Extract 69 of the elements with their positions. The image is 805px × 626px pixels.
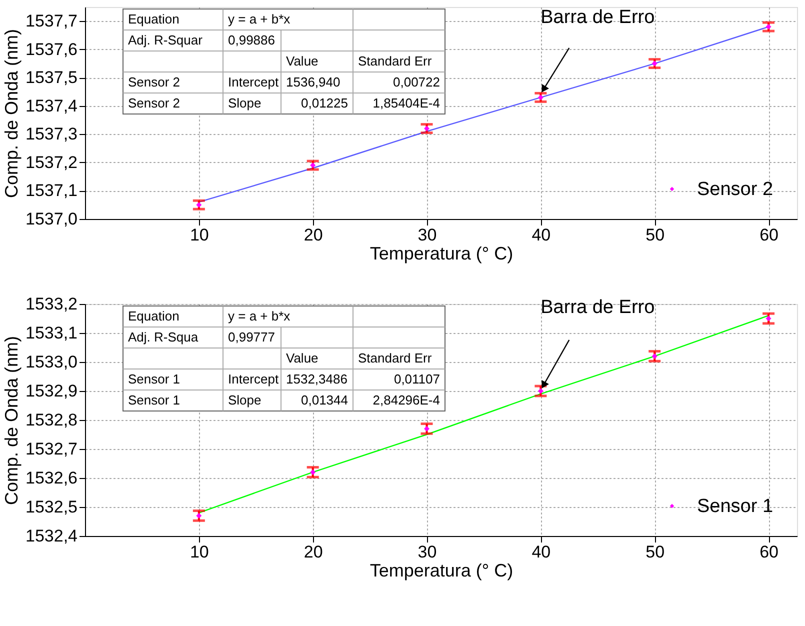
annotation: Intercept	[228, 74, 279, 90]
y-tick-label: 1532,5	[26, 498, 78, 516]
y-tick-label: 1532,6	[26, 468, 78, 488]
y-tick-label: 1537,5	[26, 68, 78, 88]
point	[310, 469, 316, 475]
x-tick-label: 10	[190, 542, 209, 562]
y-tick-label: 1533,2	[26, 294, 78, 314]
y-tick-label: 1537,6	[26, 40, 78, 59]
annotation: 0,01107	[394, 372, 440, 386]
y-tick-label: 1533,1	[26, 324, 78, 342]
annotation: Adj. R-Squa	[128, 330, 199, 344]
annotation: 0,99777	[228, 330, 275, 344]
y-tick-label: 1537,1	[26, 181, 78, 200]
x-tick-label: 30	[418, 226, 437, 244]
y-tick-label: 1532,8	[26, 410, 78, 430]
y-tick-label: 1533,0	[26, 352, 78, 372]
x-tick-label: 50	[646, 542, 665, 562]
y-axis-title: Comp. de Onda (nm)	[2, 336, 22, 506]
y-axis-title: Comp. de Onda (nm)	[2, 28, 22, 198]
annotation: 1,85404E-4	[372, 96, 440, 110]
annotation: Sensor 1	[128, 392, 180, 408]
x-tick-label: 20	[304, 226, 323, 244]
x-tick-label: 60	[760, 542, 778, 562]
point	[196, 512, 202, 518]
annotation: Value	[286, 54, 318, 68]
annotation: Equation	[128, 308, 180, 324]
y-tick-label: 1537,0	[26, 210, 78, 228]
point	[424, 426, 430, 432]
x-tick-label: 40	[532, 226, 551, 244]
annotation: Barra de Erro	[540, 296, 655, 318]
x-axis-title: Temperatura (° C)	[370, 244, 514, 264]
y-tick-label: 1537,3	[26, 124, 78, 144]
x-tick-label: 20	[304, 542, 323, 562]
x-tick-label: 50	[646, 226, 665, 244]
y-tick-label: 1532,9	[26, 382, 78, 400]
y-tick-label: 1532,4	[26, 526, 78, 546]
legend-label: Sensor 1	[697, 496, 774, 517]
point	[652, 353, 658, 359]
annotation: Intercept	[228, 372, 279, 386]
annotation: Value	[286, 350, 318, 366]
y-tick-label: 1532,7	[26, 440, 78, 458]
x-tick-label: 40	[532, 542, 551, 562]
annotation: 2,84296E-4	[372, 392, 440, 408]
annotation: y = a + b*x	[228, 308, 291, 324]
annotation: Adj. R-Squar	[128, 32, 204, 48]
annotation: Sensor 2	[128, 74, 180, 90]
annotation: 0,01344	[301, 392, 348, 408]
x-tick-label: 10	[190, 226, 209, 244]
annotation: Standard Err	[358, 350, 432, 366]
annotation: 1536,940	[286, 74, 340, 90]
y-tick-label: 1537,2	[26, 152, 78, 172]
annotation: Barra de Erro	[540, 6, 655, 28]
y-tick-label: 1537,4	[26, 96, 78, 116]
annotation: 0,00722	[393, 74, 440, 90]
x-tick-label: 60	[760, 226, 778, 244]
annotation: 1532,3486	[286, 372, 348, 386]
legend-label: Sensor 2	[697, 179, 774, 200]
x-axis-title: Temperatura (° C)	[370, 560, 514, 580]
annotation: Equation	[128, 12, 180, 26]
annotation: Slope	[228, 392, 262, 408]
annotation: Sensor 2	[128, 96, 180, 110]
annotation: Standard Err	[358, 54, 432, 68]
annotation: Sensor 1	[128, 372, 180, 386]
y-tick-label: 1537,7	[26, 12, 78, 31]
x-tick-label: 30	[418, 542, 437, 562]
annotation: Slope	[228, 96, 262, 110]
annotation: 0,01225	[301, 96, 348, 110]
annotation: y = a + b*x	[228, 12, 291, 26]
annotation: 0,99886	[228, 32, 275, 48]
